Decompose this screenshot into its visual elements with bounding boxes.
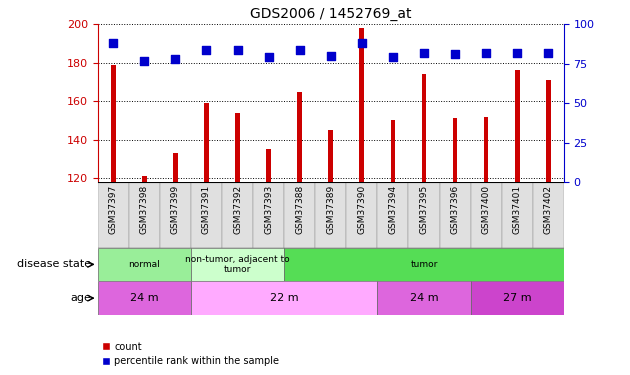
- Bar: [191, 281, 377, 315]
- Bar: [204, 103, 209, 182]
- Text: GSM37390: GSM37390: [357, 185, 366, 234]
- Text: GSM37392: GSM37392: [233, 185, 242, 234]
- Point: [357, 40, 367, 46]
- Text: 27 m: 27 m: [503, 293, 532, 303]
- Text: GSM37397: GSM37397: [109, 185, 118, 234]
- Point: [543, 50, 553, 56]
- Bar: [191, 182, 222, 248]
- Bar: [111, 65, 115, 182]
- Point: [326, 53, 336, 59]
- Text: GSM37400: GSM37400: [482, 185, 491, 234]
- Bar: [315, 182, 346, 248]
- Bar: [266, 149, 271, 182]
- Bar: [284, 248, 564, 281]
- Text: disease state: disease state: [17, 260, 91, 269]
- Text: GSM37402: GSM37402: [544, 185, 553, 234]
- Bar: [173, 153, 178, 182]
- Bar: [142, 176, 147, 182]
- Text: GSM37394: GSM37394: [389, 185, 398, 234]
- Bar: [546, 80, 551, 182]
- Bar: [284, 182, 315, 248]
- Bar: [297, 92, 302, 182]
- Point: [232, 46, 243, 53]
- Point: [108, 40, 118, 46]
- Point: [450, 51, 460, 57]
- Bar: [391, 120, 395, 182]
- Text: GSM37396: GSM37396: [450, 185, 459, 234]
- Bar: [377, 182, 408, 248]
- Bar: [129, 182, 160, 248]
- Point: [388, 54, 398, 60]
- Bar: [453, 118, 457, 182]
- Text: tumor: tumor: [410, 260, 438, 269]
- Bar: [484, 117, 488, 182]
- Bar: [191, 248, 284, 281]
- Bar: [440, 182, 471, 248]
- Bar: [160, 182, 191, 248]
- Point: [170, 56, 180, 62]
- Bar: [98, 248, 191, 281]
- Bar: [360, 28, 364, 182]
- Text: GSM37388: GSM37388: [295, 185, 304, 234]
- Text: GSM37398: GSM37398: [140, 185, 149, 234]
- Bar: [235, 113, 240, 182]
- Text: GSM37391: GSM37391: [202, 185, 211, 234]
- Text: age: age: [71, 293, 91, 303]
- Bar: [222, 182, 253, 248]
- Point: [263, 54, 273, 60]
- Point: [512, 50, 522, 56]
- Bar: [515, 70, 520, 182]
- Legend: count, percentile rank within the sample: count, percentile rank within the sample: [103, 342, 279, 366]
- Point: [295, 46, 305, 53]
- Text: non-tumor, adjacent to
tumor: non-tumor, adjacent to tumor: [185, 255, 290, 274]
- Text: normal: normal: [129, 260, 160, 269]
- Text: GSM37389: GSM37389: [326, 185, 335, 234]
- Bar: [501, 182, 533, 248]
- Bar: [98, 281, 191, 315]
- Bar: [471, 182, 501, 248]
- Bar: [98, 182, 129, 248]
- Bar: [421, 74, 427, 182]
- Bar: [328, 130, 333, 182]
- Point: [419, 50, 429, 56]
- Point: [139, 58, 149, 64]
- Point: [481, 50, 491, 56]
- Text: GSM37399: GSM37399: [171, 185, 180, 234]
- Title: GDS2006 / 1452769_at: GDS2006 / 1452769_at: [250, 7, 411, 21]
- Text: GSM37395: GSM37395: [420, 185, 428, 234]
- Point: [202, 46, 212, 53]
- Bar: [346, 182, 377, 248]
- Bar: [533, 182, 564, 248]
- Bar: [471, 281, 564, 315]
- Text: 22 m: 22 m: [270, 293, 299, 303]
- Bar: [253, 182, 284, 248]
- Bar: [408, 182, 440, 248]
- Text: 24 m: 24 m: [410, 293, 438, 303]
- Text: GSM37393: GSM37393: [264, 185, 273, 234]
- Text: GSM37401: GSM37401: [513, 185, 522, 234]
- Bar: [377, 281, 471, 315]
- Text: 24 m: 24 m: [130, 293, 159, 303]
